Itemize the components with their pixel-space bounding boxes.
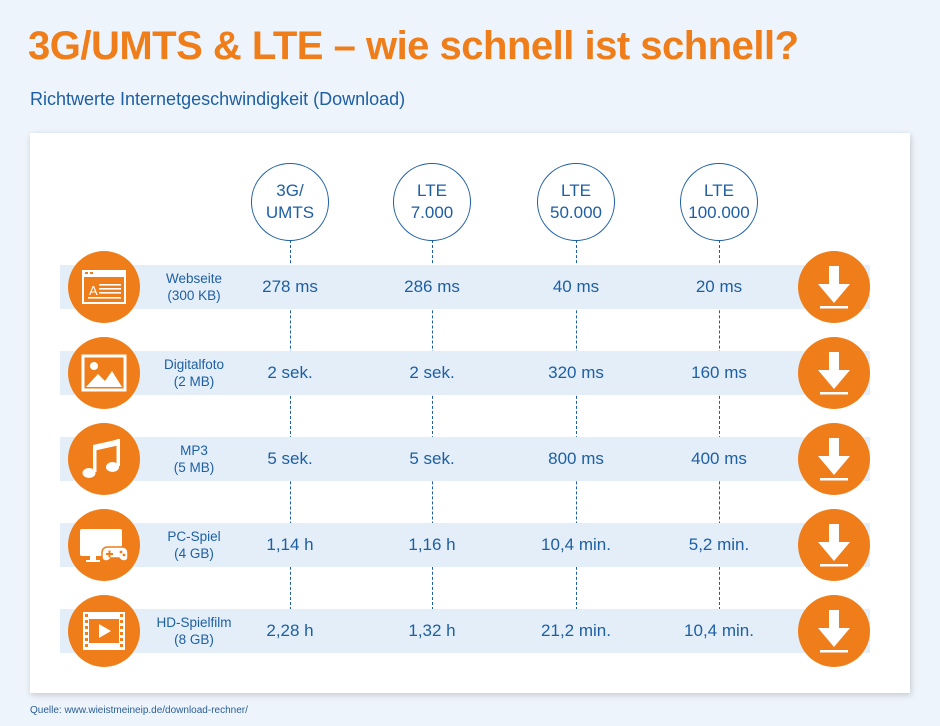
value-cell: 1,16 h <box>408 535 456 554</box>
column-header-0: 3G/ UMTS <box>251 163 329 241</box>
value-cell: 2 sek. <box>409 363 455 382</box>
download-arrow-icon <box>798 251 870 323</box>
value-cell: 2 sek. <box>267 363 313 382</box>
row-name: PC-Spiel <box>167 529 221 544</box>
download-arrow-icon <box>798 423 870 495</box>
row-name: HD-Spielfilm <box>156 615 232 630</box>
column-header-1: LTE 7.000 <box>393 163 471 241</box>
row-label: PC-Spiel (4 GB) <box>146 523 242 567</box>
value-cell: 10,4 min. <box>684 621 754 640</box>
value-cell: 5,2 min. <box>688 535 750 554</box>
row-size: (2 MB) <box>173 374 215 389</box>
value-cell: 400 ms <box>691 449 747 468</box>
row-band <box>60 265 870 309</box>
value-cell: 5 sek. <box>409 449 455 468</box>
source-note: Quelle: www.wieistmeineip.de/download-re… <box>30 705 248 716</box>
column-guide-line <box>576 240 577 610</box>
value-cell: 40 ms <box>552 277 600 296</box>
webpage-icon: A <box>68 251 140 323</box>
row-name: MP3 <box>180 443 208 458</box>
value-cell: 20 ms <box>695 277 743 296</box>
column-header-2: LTE 50.000 <box>537 163 615 241</box>
row-band <box>60 437 870 481</box>
value-cell: 278 ms <box>262 277 318 296</box>
chart-card <box>30 133 910 693</box>
column-guide-line <box>432 240 433 610</box>
row-label: Webseite (300 KB) <box>146 265 242 309</box>
photo-icon <box>68 337 140 409</box>
row-size: (300 KB) <box>167 288 221 303</box>
row-size: (5 MB) <box>173 460 215 475</box>
row-label: MP3 (5 MB) <box>146 437 242 481</box>
column-header-3: LTE 100.000 <box>680 163 758 241</box>
value-cell: 800 ms <box>548 449 604 468</box>
row-label: HD-Spielfilm (8 GB) <box>146 609 242 653</box>
value-cell: 5 sek. <box>267 449 313 468</box>
download-arrow-icon <box>798 509 870 581</box>
download-arrow-icon <box>798 595 870 667</box>
value-cell: 1,32 h <box>408 621 456 640</box>
row-band <box>60 523 870 567</box>
column-guide-line <box>719 240 720 610</box>
value-cell: 160 ms <box>691 363 747 382</box>
page-title: 3G/UMTS & LTE – wie schnell ist schnell? <box>28 24 799 68</box>
row-name: Webseite <box>165 271 223 286</box>
row-band <box>60 351 870 395</box>
svg-text:A: A <box>89 283 98 298</box>
page-subtitle: Richtwerte Internetgeschwindigkeit (Down… <box>30 89 406 109</box>
value-cell: 286 ms <box>404 277 460 296</box>
row-label: Digitalfoto (2 MB) <box>146 351 242 395</box>
row-band <box>60 609 870 653</box>
row-size: (4 GB) <box>174 546 214 561</box>
value-cell: 1,14 h <box>266 535 314 554</box>
value-cell: 320 ms <box>548 363 604 382</box>
value-cell: 10,4 min. <box>541 535 611 554</box>
value-cell: 2,28 h <box>266 621 314 640</box>
download-arrow-icon <box>798 337 870 409</box>
film-icon <box>68 595 140 667</box>
value-cell: 21,2 min. <box>541 621 611 640</box>
column-guide-line <box>290 240 291 610</box>
gamepad-icon <box>68 509 140 581</box>
music-note-icon <box>68 423 140 495</box>
row-name: Digitalfoto <box>163 357 225 372</box>
row-size: (8 GB) <box>174 632 214 647</box>
